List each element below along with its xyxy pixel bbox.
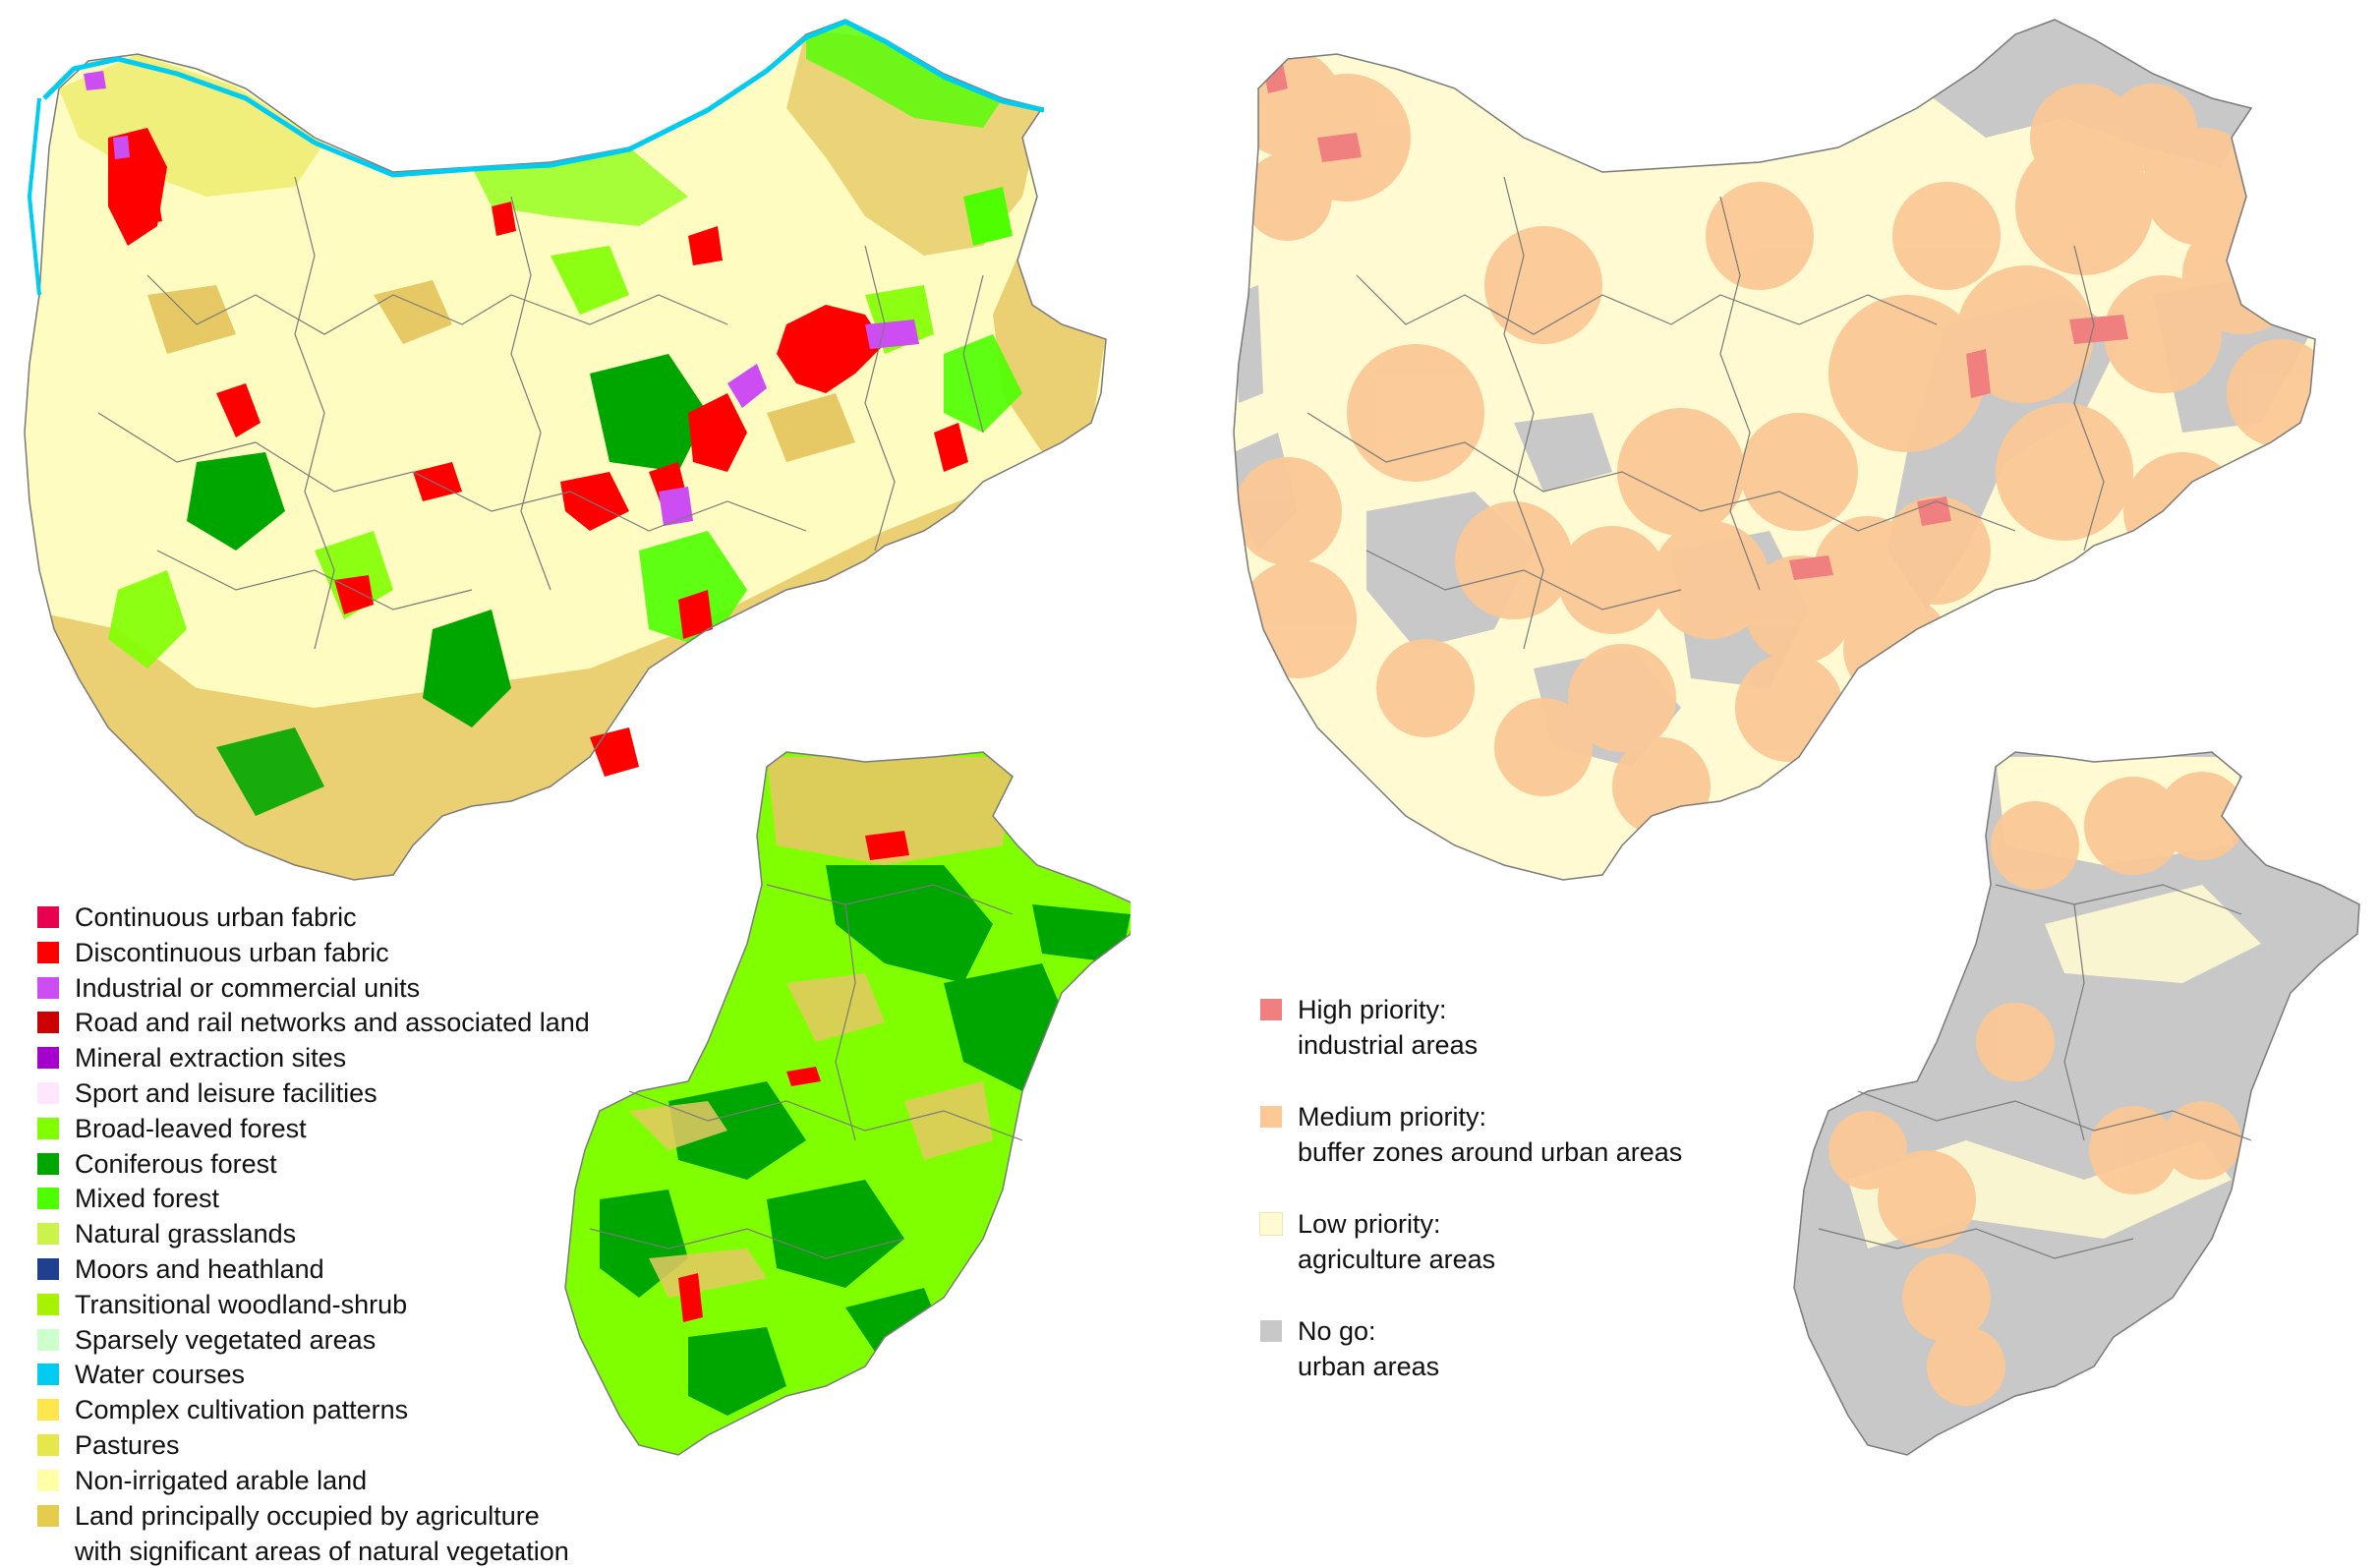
legend-swatch [37,1328,59,1351]
legend-label: Pastures [75,1429,180,1460]
legend-swatch [37,1293,59,1315]
legend-swatch [1259,1212,1283,1236]
legend-label: Broad-leaved forest [75,1113,307,1143]
legend-swatch [37,1152,59,1175]
legend-swatch [37,1399,59,1422]
legend-swatch [37,976,59,999]
priority-region-b [1793,751,2360,1456]
legend-swatch [37,1469,59,1491]
legend-label-line2: buffer zones around urban areas [1298,1137,1683,1167]
legend-label-line2: urban areas [1298,1352,1440,1381]
legend-label: Discontinuous urban fabric [75,937,389,967]
legend-label: Mineral extraction sites [75,1043,347,1074]
legend-swatch [37,941,59,963]
priority-map [1233,19,2360,1456]
legend-label: Moors and heathland [75,1253,324,1284]
legend-label: Mixed forest [75,1184,220,1214]
legend-label: Sport and leisure facilities [75,1077,377,1108]
legend-swatch [37,1188,59,1210]
legend-label: Land principally occupied by agriculture [75,1500,540,1531]
legend-label: High priority: [1298,995,1447,1024]
legend-swatch [37,906,59,928]
legend-label: Low priority: [1298,1209,1441,1239]
legend-label: Continuous urban fabric [75,902,357,932]
region-b [564,751,1131,1456]
legend-swatch [37,1504,59,1527]
land-cover-map [24,19,1131,1456]
legend-label: Road and rail networks and associated la… [75,1008,590,1038]
legend-label: Coniferous forest [75,1148,277,1179]
legend-label: Transitional woodland-shrub [75,1289,408,1319]
legend-swatch [37,1364,59,1386]
legend-swatch [37,1117,59,1139]
legend-label: No go: [1298,1316,1376,1346]
legend-label: Sparsely vegetated areas [75,1324,377,1355]
legend-label: Water courses [75,1360,246,1390]
region-a [24,19,1107,881]
legend-label: Industrial or commercial units [75,972,421,1003]
legend-swatch [37,1081,59,1104]
legend-label: Complex cultivation patterns [75,1395,409,1425]
priority-region-a [1233,19,2316,881]
legend-swatch [37,1223,59,1246]
legend-swatch [1260,1106,1282,1128]
legend-label: Natural grasslands [75,1219,297,1249]
legend-swatch [37,1047,59,1070]
legend-label-line2: agriculture areas [1298,1245,1496,1274]
legend-swatch [1260,999,1282,1020]
legend-swatch [37,1433,59,1456]
legend-label-line2: industrial areas [1298,1030,1479,1060]
legend-swatch [1260,1320,1282,1342]
legend-swatch [37,1257,59,1280]
legend-swatch [37,1012,59,1034]
legend-label: Medium priority: [1298,1102,1487,1132]
legend-label: Non-irrigated arable land [75,1465,368,1495]
legend-label-line2: with significant areas of natural vegeta… [75,1536,569,1566]
